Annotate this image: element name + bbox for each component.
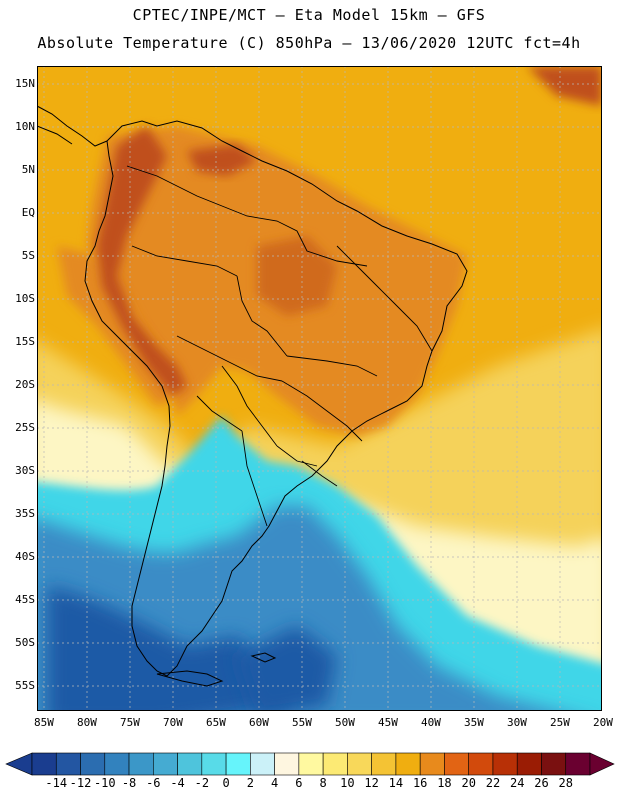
colorbar-cell [201,752,227,776]
colorbar-arrow-right [589,752,615,776]
colorbar-cell [298,752,324,776]
colorbar-cell [250,752,275,776]
colorbar-tick-label: 0 [222,776,229,790]
colorbar-cell [274,752,300,776]
lat-label: EQ [21,206,35,219]
colorbar-tick-label: -12 [70,776,92,790]
coastline [84,120,468,677]
colorbar-cell [565,752,591,776]
deep-blue-zone [47,586,297,711]
lon-label: 85W [34,716,54,729]
colorbar-tick-label: -6 [146,776,160,790]
lon-label: 70W [163,716,183,729]
colorbar-tick-label: 12 [364,776,378,790]
colorbar-tick-label: 26 [534,776,548,790]
colorbar-tick-label: 24 [510,776,524,790]
colorbar-cell [177,752,203,776]
lat-label: 15N [15,77,35,90]
lat-label: 40S [15,550,35,563]
lon-label: 80W [77,716,97,729]
colorbar-cell [371,752,397,776]
colorbar-cell [55,752,81,776]
colorbar-cell [225,752,251,776]
central-america [37,105,108,147]
colorbar-cell [444,752,469,776]
lat-label: 35S [15,507,35,520]
land-hot-venezuela [187,144,257,176]
colorbar-cell [153,752,178,776]
colorbar-cell [80,752,106,776]
lat-label: 20S [15,378,35,391]
land-hot-andes [97,126,187,396]
colorbar-cell [492,752,518,776]
lon-label: 60W [249,716,269,729]
map-subtitle: Absolute Temperature (C) 850hPa – 13/06/… [37,34,581,52]
colorbar-tick-label: -2 [195,776,209,790]
colorbar-cell [347,752,372,776]
colorbar-cell [541,752,567,776]
lat-label: 10N [15,120,35,133]
colorbar-cell [128,752,154,776]
colorbar-tick-label: 28 [559,776,573,790]
colorbar-tick-label: 16 [413,776,427,790]
lon-label: 75W [120,716,140,729]
deep-blue-zone-2 [237,626,337,711]
map-title: CPTEC/INPE/MCT – Eta Model 15km – GFS [132,6,486,24]
colorbar-cell [516,752,542,776]
lat-label: 50S [15,636,35,649]
lon-label: 35W [464,716,484,729]
colorbar-tick-label: -10 [94,776,116,790]
lon-label: 55W [292,716,312,729]
colorbar-tick-label: 18 [437,776,451,790]
lon-label: 25W [550,716,570,729]
colorbar-cell [395,752,421,776]
colorbar-tick-label: -8 [122,776,136,790]
lat-label: 25S [15,421,35,434]
lat-label: 15S [15,335,35,348]
colorbar: -14 -12 -10 -8 -6 -4 -2 0 2 4 6 8 10 12 14 16 18 20 22 24 26… [5,752,615,790]
lat-label: 10S [15,292,35,305]
tierra-del-fuego [156,670,224,687]
lon-label: 50W [335,716,355,729]
lat-label: 5S [21,249,35,262]
colorbar-tick-label: 14 [389,776,403,790]
lat-label: 30S [15,464,35,477]
hot-ne-corner [527,66,602,106]
lon-label: 40W [421,716,441,729]
colorbar-tick-label: 22 [486,776,500,790]
colorbar-cell [104,752,130,776]
lat-label: 5N [21,163,35,176]
colorbar-tick-label: -4 [170,776,184,790]
colorbar-cell [468,752,494,776]
colorbar-tick-label: 8 [320,776,327,790]
lon-label: 20W [593,716,613,729]
falklands [250,652,277,663]
temperature-map [37,66,602,711]
lon-label: 30W [507,716,527,729]
colorbar-arrow-left [5,752,33,776]
colorbar-tick-label: 10 [340,776,354,790]
graticule [37,66,602,711]
colorbar-tick-label: 6 [295,776,302,790]
lat-label: 55S [15,679,35,692]
colorbar-cell [31,752,57,776]
lon-label: 45W [378,716,398,729]
colorbar-tick-label: 20 [461,776,475,790]
map-frame [37,66,602,711]
colorbar-tick-label: -14 [45,776,67,790]
colorbar-tick-label: 2 [247,776,254,790]
colorbar-cell [322,752,348,776]
country-borders [126,165,433,527]
colorbar-cell [419,752,445,776]
lat-label: 45S [15,593,35,606]
lon-label: 65W [206,716,226,729]
colorbar-tick-label: 4 [271,776,278,790]
